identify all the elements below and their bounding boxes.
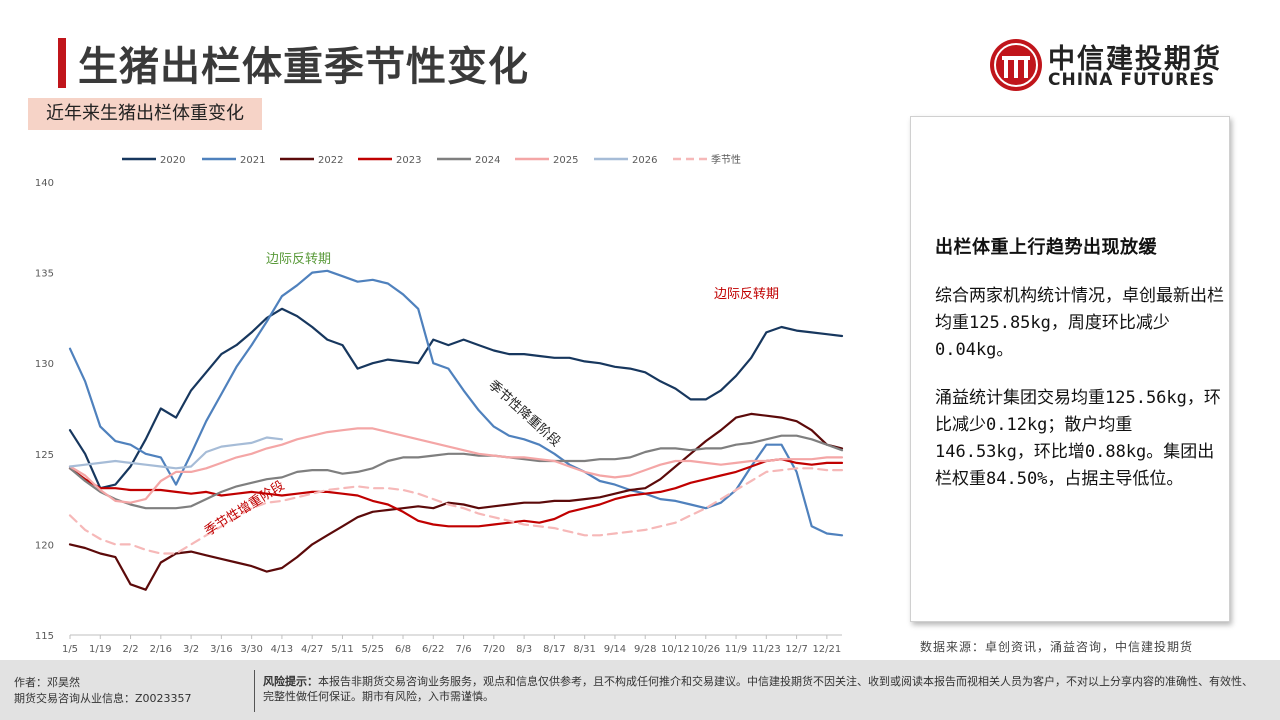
logo-text-en: CHINA FUTURES bbox=[1048, 70, 1216, 90]
x-tick-label: 9/14 bbox=[604, 644, 626, 655]
data-source: 数据来源：卓创资讯，涌益咨询，中信建投期货 bbox=[920, 640, 1194, 654]
x-tick-label: 6/8 bbox=[395, 644, 411, 655]
y-tick-label: 125 bbox=[35, 450, 54, 461]
x-tick-label: 1/5 bbox=[62, 644, 78, 655]
risk-label: 风险提示： bbox=[263, 675, 318, 688]
series-line-2022 bbox=[68, 412, 844, 591]
x-tick-label: 3/30 bbox=[240, 644, 262, 655]
legend-item-2023: 2023 bbox=[358, 155, 421, 166]
chart-series bbox=[68, 269, 844, 591]
y-tick-label: 135 bbox=[35, 269, 54, 280]
x-tick-label: 12/21 bbox=[812, 644, 841, 655]
footer-risk-notice: 风险提示：本报告非期货交易咨询业务服务，观点和信息仅供参考，且不构成任何推介和交… bbox=[263, 674, 1263, 704]
x-tick-label: 2/2 bbox=[123, 644, 139, 655]
company-logo: 中信建投期货 CHINA FUTURES bbox=[988, 35, 1228, 95]
series-line-季节性 bbox=[68, 467, 844, 555]
series-line-2024 bbox=[68, 434, 844, 510]
y-tick-label: 115 bbox=[35, 631, 54, 642]
x-tick-label: 1/19 bbox=[89, 644, 111, 655]
legend-label: 2026 bbox=[632, 155, 657, 166]
x-tick-label: 11/9 bbox=[725, 644, 747, 655]
x-tick-label: 9/28 bbox=[634, 644, 656, 655]
panel-paragraph-zhuochuang: 综合两家机构统计情况，卓创最新出栏均重125.85kg，周度环比减少0.04kg… bbox=[935, 286, 1224, 360]
x-tick-label: 10/12 bbox=[661, 644, 690, 655]
x-tick-label: 4/13 bbox=[271, 644, 293, 655]
logo-text-cn: 中信建投期货 bbox=[1048, 44, 1222, 75]
x-tick-label: 8/31 bbox=[573, 644, 595, 655]
panel-paragraph-yongyi: 涌益统计集团交易均重125.56kg，环比减少0.12kg；散户均重146.53… bbox=[935, 388, 1221, 489]
footer-author: 作者：邓昊然 bbox=[14, 676, 80, 689]
x-tick-label: 10/26 bbox=[691, 644, 720, 655]
series-line-2020 bbox=[68, 307, 844, 490]
x-tick-label: 2/16 bbox=[150, 644, 172, 655]
panel-heading: 出栏体重上行趋势出现放缓 bbox=[935, 237, 1157, 258]
y-tick-label: 130 bbox=[35, 359, 54, 370]
y-tick-label: 140 bbox=[35, 178, 54, 189]
x-tick-label: 7/6 bbox=[456, 644, 472, 655]
legend-label: 2020 bbox=[160, 155, 185, 166]
x-tick-label: 12/7 bbox=[785, 644, 807, 655]
x-tick-label: 8/17 bbox=[543, 644, 565, 655]
risk-text: 本报告非期货交易咨询业务服务，观点和信息仅供参考，且不构成任何推介和交易建议。中… bbox=[263, 675, 1253, 703]
legend-item-2022: 2022 bbox=[280, 155, 343, 166]
legend-label: 2021 bbox=[240, 155, 265, 166]
legend-label: 2022 bbox=[318, 155, 343, 166]
annotation-reversal-right: 边际反转期 bbox=[714, 287, 779, 302]
citic-emblem-icon bbox=[990, 39, 1042, 91]
annotation-reversal-left: 边际反转期 bbox=[266, 252, 331, 267]
footer-divider bbox=[254, 670, 255, 712]
x-tick-label: 3/2 bbox=[183, 644, 199, 655]
legend-item-2024: 2024 bbox=[437, 155, 500, 166]
legend-item-2026: 2026 bbox=[594, 155, 657, 166]
x-tick-label: 5/25 bbox=[362, 644, 384, 655]
annotation-seasonal-gain: 季节性增重阶段 bbox=[202, 478, 288, 540]
legend-label: 季节性 bbox=[711, 153, 741, 166]
legend-item-2025: 2025 bbox=[515, 155, 578, 166]
series-line-2023 bbox=[68, 458, 844, 528]
x-tick-label: 11/23 bbox=[752, 644, 781, 655]
chart-annotations: 边际反转期 边际反转期 季节性降重阶段 季节性增重阶段 bbox=[202, 252, 779, 539]
legend-item-2020: 2020 bbox=[122, 155, 185, 166]
series-line-2026 bbox=[68, 436, 283, 470]
x-tick-label: 7/20 bbox=[483, 644, 505, 655]
commentary-panel: 出栏体重上行趋势出现放缓 综合两家机构统计情况，卓创最新出栏均重125.85kg… bbox=[910, 116, 1230, 622]
chart-axes: 115 120 125 130 135 140 1/5 1/19 2/2 2/16 3/2 3/16 3… bbox=[35, 178, 842, 655]
chart-legend: 2020 2021 2022 2023 2024 2025 2026 季节性 bbox=[122, 153, 741, 166]
x-tick-label: 3/16 bbox=[210, 644, 232, 655]
weight-line-chart: 2020 2021 2022 2023 2024 2025 2026 季节性 115 120 12… bbox=[35, 153, 844, 655]
x-tick-label: 6/22 bbox=[422, 644, 444, 655]
series-line-2021 bbox=[68, 269, 844, 537]
legend-label: 2023 bbox=[396, 155, 421, 166]
footer-license: 期货交易咨询从业信息：Z0023357 bbox=[14, 692, 192, 705]
footer: 作者：邓昊然 期货交易咨询从业信息：Z0023357 风险提示：本报告非期货交易… bbox=[0, 660, 1280, 720]
legend-item-季节性: 季节性 bbox=[673, 153, 741, 166]
x-tick-label: 5/11 bbox=[331, 644, 353, 655]
x-tick-label: 4/27 bbox=[301, 644, 323, 655]
legend-label: 2024 bbox=[475, 155, 500, 166]
title-accent-bar bbox=[58, 38, 66, 88]
legend-item-2021: 2021 bbox=[202, 155, 265, 166]
x-tick-label: 8/3 bbox=[516, 644, 532, 655]
page-title: 生猪出栏体重季节性变化 bbox=[78, 44, 529, 90]
chart-subtitle: 近年来生猪出栏体重变化 bbox=[28, 98, 262, 130]
series-line-2025 bbox=[68, 427, 844, 504]
y-tick-label: 120 bbox=[35, 540, 54, 551]
legend-label: 2025 bbox=[553, 155, 578, 166]
